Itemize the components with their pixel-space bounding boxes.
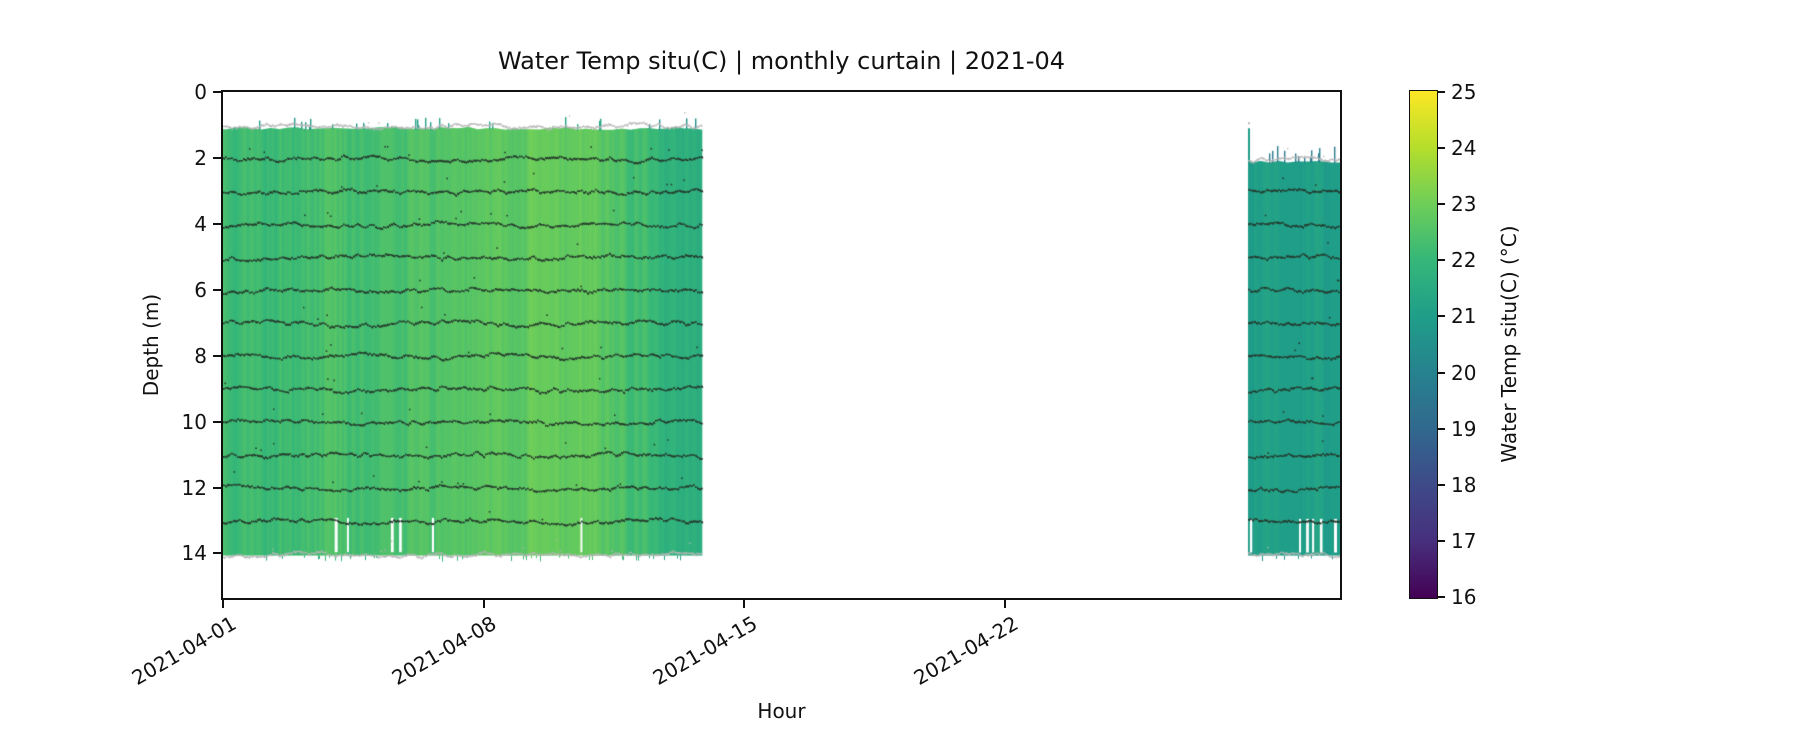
- y-tick-mark: [213, 486, 221, 489]
- colorbar-tick-mark: [1438, 483, 1445, 486]
- x-tick-mark: [482, 600, 485, 608]
- colorbar-tick-mark: [1438, 259, 1445, 262]
- x-tick-mark: [222, 600, 224, 608]
- colorbar-tick-mark: [1438, 315, 1445, 318]
- plot-area-frame: [221, 90, 1342, 600]
- colorbar-tick-mark: [1438, 427, 1445, 430]
- colorbar: [1409, 90, 1438, 599]
- y-tick-label: 8: [194, 343, 207, 368]
- colorbar-tick-label: 23: [1451, 192, 1477, 217]
- x-tick-label: 2021-04-01: [127, 611, 240, 690]
- y-tick-label: 6: [194, 277, 207, 302]
- y-tick-label: 2: [194, 145, 207, 170]
- x-tick-label: 2021-04-08: [387, 611, 501, 690]
- y-tick-label: 4: [194, 211, 207, 236]
- colorbar-tick-label: 21: [1451, 304, 1477, 329]
- x-tick-label: 2021-04-15: [648, 611, 762, 690]
- y-tick-mark: [213, 552, 221, 555]
- colorbar-tick-mark: [1438, 203, 1445, 206]
- colorbar-tick-mark: [1438, 91, 1445, 93]
- y-tick-label: 12: [181, 475, 207, 500]
- colorbar-tick-label: 16: [1451, 585, 1477, 609]
- colorbar-tick-label: 20: [1451, 360, 1477, 385]
- x-tick-mark: [1003, 600, 1006, 608]
- y-tick-mark: [213, 354, 221, 357]
- y-tick-label: 14: [181, 541, 207, 566]
- x-tick-mark: [743, 600, 746, 608]
- y-tick-mark: [213, 156, 221, 159]
- colorbar-tick-mark: [1438, 539, 1445, 542]
- x-axis-label: Hour: [757, 699, 806, 723]
- colorbar-tick-label: 25: [1451, 80, 1477, 104]
- y-tick-mark: [213, 288, 221, 291]
- colorbar-tick-mark: [1438, 596, 1445, 598]
- x-tick-label: 2021-04-22: [909, 611, 1022, 690]
- colorbar-tick-label: 24: [1451, 136, 1477, 161]
- y-tick-mark: [213, 222, 221, 225]
- y-tick-mark: [213, 91, 221, 93]
- colorbar-tick-label: 19: [1451, 416, 1477, 441]
- colorbar-tick-label: 22: [1451, 248, 1477, 273]
- colorbar-tick-label: 17: [1451, 528, 1477, 553]
- chart-title: Water Temp situ(C) | monthly curtain | 2…: [497, 47, 1066, 75]
- curtain-canvas: [223, 92, 1340, 598]
- y-tick-mark: [213, 420, 221, 423]
- colorbar-tick-mark: [1438, 147, 1445, 150]
- colorbar-tick-mark: [1438, 371, 1445, 374]
- colorbar-gradient: [1410, 91, 1437, 598]
- colorbar-label: Water Temp situ(C) (°C): [1497, 225, 1521, 463]
- y-tick-label: 10: [181, 409, 207, 434]
- y-tick-label: 0: [194, 80, 207, 104]
- colorbar-tick-label: 18: [1451, 472, 1477, 497]
